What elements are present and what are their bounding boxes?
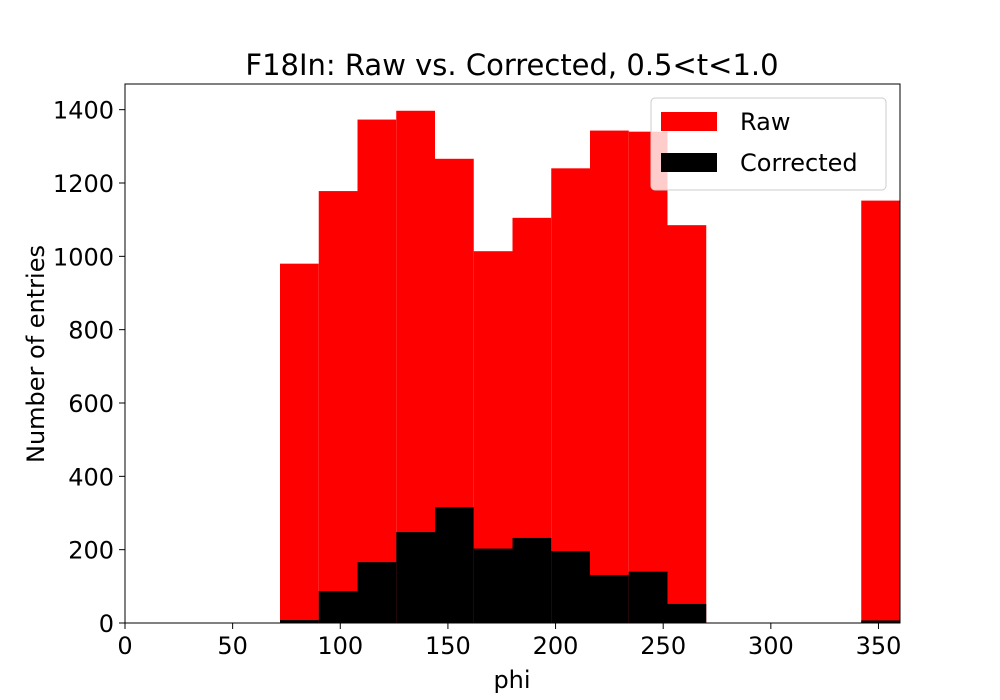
y-tick-label: 200 — [68, 537, 114, 565]
raw-bar-7 — [551, 168, 590, 623]
corrected-bar-1 — [318, 591, 358, 623]
y-axis-title: Number of entries — [22, 245, 50, 463]
corrected-bar-7 — [551, 551, 590, 623]
raw-bar-9 — [628, 131, 668, 624]
raw-bar-10 — [667, 225, 707, 624]
corrected-bar-9 — [628, 571, 668, 623]
x-tick-label: 100 — [317, 632, 363, 660]
raw-bar-0 — [280, 263, 319, 623]
corrected-bar-6 — [512, 537, 552, 623]
raw-bar-8 — [590, 130, 629, 623]
corrected-bar-3 — [396, 532, 435, 623]
corrected-bar-2 — [357, 562, 397, 623]
legend-label-corrected: Corrected — [740, 149, 858, 177]
y-tick-label: 0 — [99, 610, 114, 638]
legend-label-raw: Raw — [740, 108, 790, 136]
y-axis: 0 200 400 600 800 1000 1200 1400 — [53, 97, 125, 638]
y-tick-label: 800 — [68, 317, 114, 345]
x-tick-label: 200 — [533, 632, 579, 660]
y-tick-label: 1400 — [53, 97, 114, 125]
corrected-bar-10 — [667, 603, 707, 623]
x-axis: 0 50 100 150 200 250 300 350 — [117, 623, 901, 660]
corrected-bar-0 — [280, 620, 319, 623]
plot-frame — [124, 83, 901, 624]
corrected-bar-4 — [435, 507, 474, 623]
corrected-bar-15 — [861, 620, 900, 623]
y-tick-label: 1000 — [53, 243, 114, 271]
x-tick-label: 300 — [748, 632, 794, 660]
raw-bar-2 — [357, 119, 397, 623]
legend: Raw Corrected — [650, 97, 887, 191]
corrected-bar-8 — [590, 574, 629, 623]
x-axis-title: phi — [493, 666, 530, 694]
legend-swatch-raw — [661, 112, 717, 131]
x-tick-label: 350 — [856, 632, 902, 660]
y-tick-label: 600 — [68, 390, 114, 418]
y-tick-label: 400 — [68, 463, 114, 491]
raw-bar-1 — [318, 191, 358, 623]
x-tick-label: 50 — [217, 632, 248, 660]
chart-title: F18In: Raw vs. Corrected, 0.5<t<1.0 — [245, 48, 778, 82]
x-tick-label: 0 — [117, 632, 132, 660]
y-tick-label: 1200 — [53, 170, 114, 198]
raw-bar-15 — [861, 200, 900, 623]
corrected-bar-5 — [473, 548, 513, 623]
legend-swatch-corrected — [661, 153, 717, 172]
corrected-series — [280, 507, 900, 623]
x-tick-label: 150 — [425, 632, 471, 660]
x-tick-label: 250 — [640, 632, 686, 660]
